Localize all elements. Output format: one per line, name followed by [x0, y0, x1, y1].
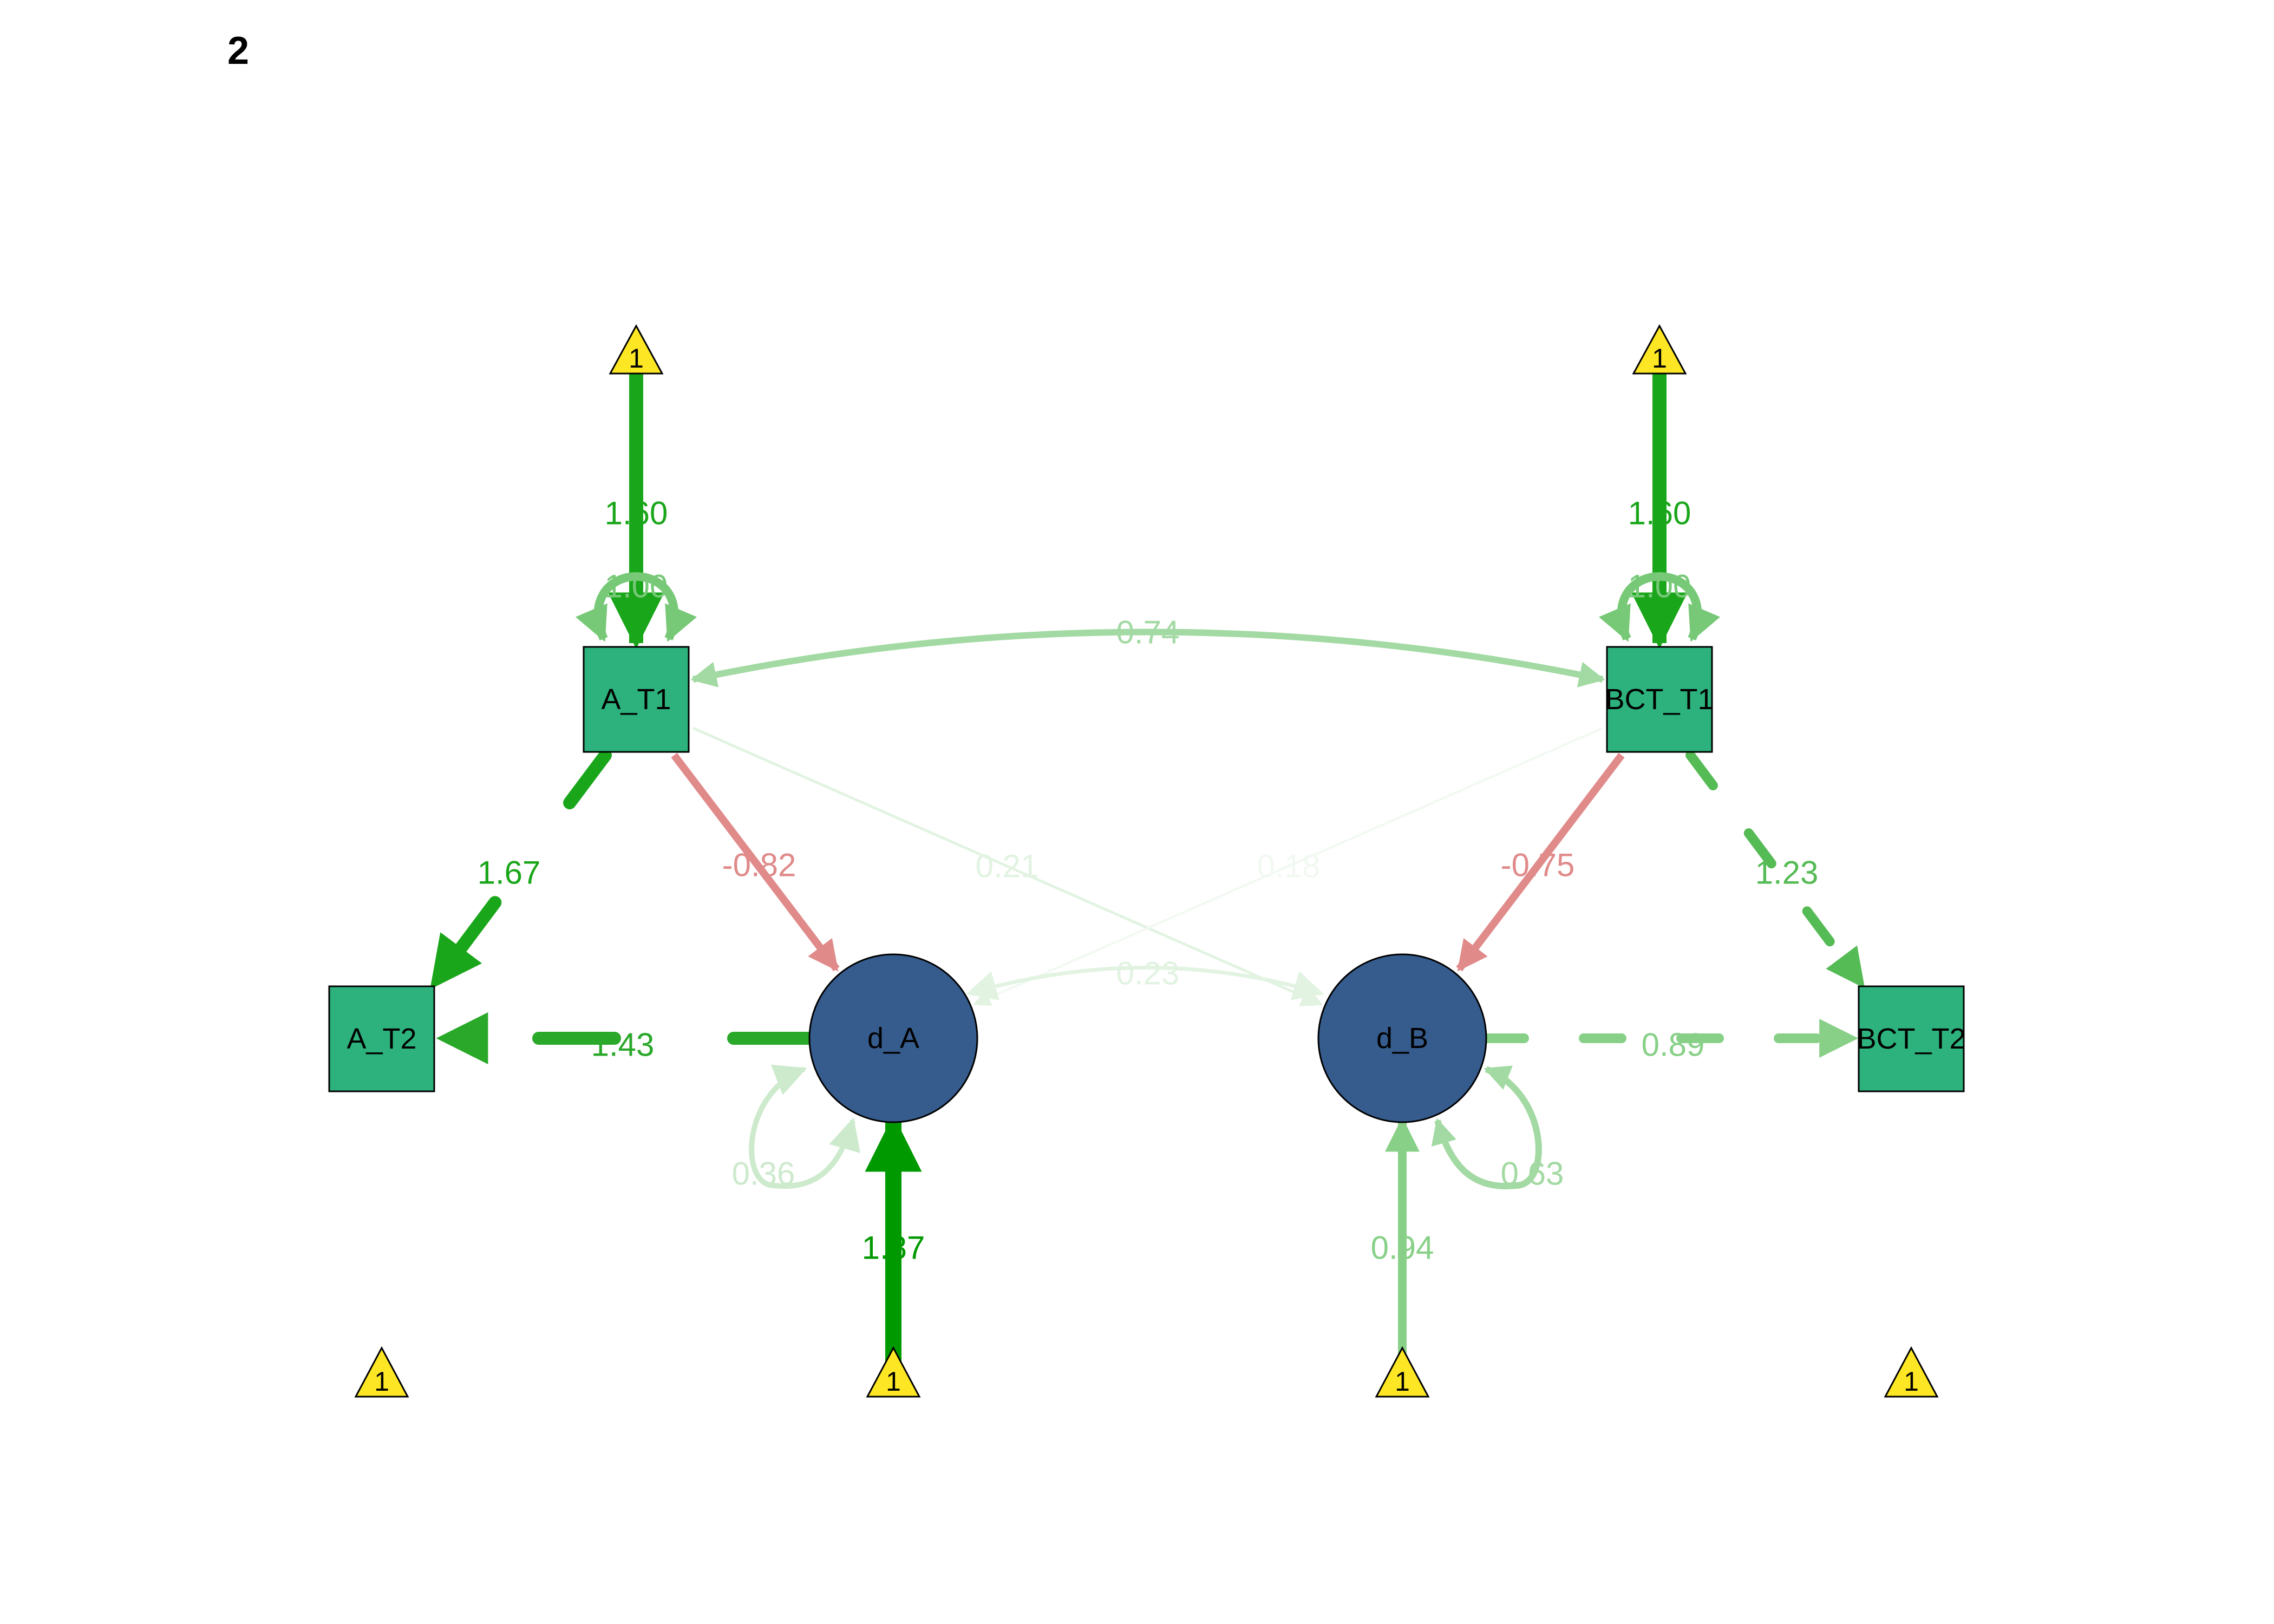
edge-label: 1.60	[605, 495, 668, 532]
edge-label: -0.82	[722, 847, 796, 883]
edge-label: 0.89	[1642, 1027, 1705, 1063]
intercept-label: 1	[629, 343, 644, 374]
node-label-A_T1: A_T1	[601, 683, 671, 716]
intercept-triangle-A_T2: 1	[354, 1346, 409, 1398]
panel-label: 2	[227, 29, 249, 73]
intercept-triangle-d_A: 1	[866, 1346, 921, 1398]
intercept-triangle-d_B: 1	[1375, 1346, 1430, 1398]
edge-label: 1.23	[1755, 855, 1819, 891]
intercept-triangle-BCT_T2: 1	[1884, 1346, 1939, 1398]
node-A_T2: A_T2	[328, 985, 435, 1092]
intercept-label: 1	[1652, 343, 1667, 374]
nodes: 1 1 1 1 1 1 A_T1 BCT_T1	[328, 324, 1966, 1398]
edge-variance-BCT_T1	[1598, 572, 1721, 642]
edge-A_T1-d_B	[692, 726, 1323, 1006]
edge-label: 0.18	[1257, 848, 1321, 885]
edge-label: 0.63	[1501, 1156, 1564, 1192]
edge-label: 1.67	[478, 855, 541, 891]
node-d_B: d_B	[1317, 953, 1487, 1123]
intercept-label: 1	[374, 1366, 389, 1397]
edge-label: 1.00	[605, 568, 668, 605]
edge-variance-A_T1	[575, 572, 697, 642]
edge-covariance-d	[966, 966, 1324, 1000]
edge-A_T1-A_T2	[427, 749, 612, 992]
intercept-label: 1	[886, 1366, 901, 1397]
intercept-label: 1	[1904, 1366, 1919, 1397]
edge-BCT_T1-d_B	[1456, 752, 1625, 972]
edge-variance-d_A	[749, 1064, 860, 1189]
edge-BCT_T1-d_A	[973, 727, 1603, 1006]
node-label-BCT_T1: BCT_T1	[1605, 683, 1714, 716]
edge-label: 0.36	[732, 1156, 795, 1192]
node-BCT_T1: BCT_T1	[1605, 646, 1714, 753]
edge-label: 1.87	[862, 1230, 925, 1266]
edge-label: 1.43	[591, 1027, 655, 1063]
edge-label: -0.75	[1501, 847, 1575, 883]
edge-covariance-T1	[690, 628, 1605, 687]
edge-variance-d_B	[1431, 1065, 1542, 1190]
edges	[427, 371, 1867, 1364]
node-A_T1: A_T1	[583, 646, 690, 753]
node-label-d_A: d_A	[867, 1022, 919, 1055]
edge-label: 0.23	[1116, 955, 1180, 992]
edge-label: 0.21	[976, 848, 1039, 885]
node-label-BCT_T2: BCT_T2	[1857, 1023, 1965, 1055]
intercept-triangle-BCT_T1: 1	[1632, 324, 1687, 375]
edge-A_T1-d_A	[671, 752, 840, 972]
edge-label: 0.94	[1371, 1230, 1434, 1266]
intercept-triangle-A_T1: 1	[609, 324, 664, 375]
intercept-label: 1	[1395, 1366, 1410, 1397]
node-label-d_B: d_B	[1376, 1022, 1428, 1055]
node-d_A: d_A	[808, 953, 978, 1123]
edge-label: 1.00	[1628, 568, 1691, 605]
edge-label: 0.74	[1116, 614, 1180, 651]
edge-label: 1.60	[1628, 495, 1691, 532]
edge-labels: 1.60 1.00 1.60 1.00 0.74 1.67 -0.82 0.21…	[478, 495, 1819, 1266]
node-BCT_T2: BCT_T2	[1857, 985, 1966, 1092]
node-label-A_T2: A_T2	[347, 1023, 416, 1055]
